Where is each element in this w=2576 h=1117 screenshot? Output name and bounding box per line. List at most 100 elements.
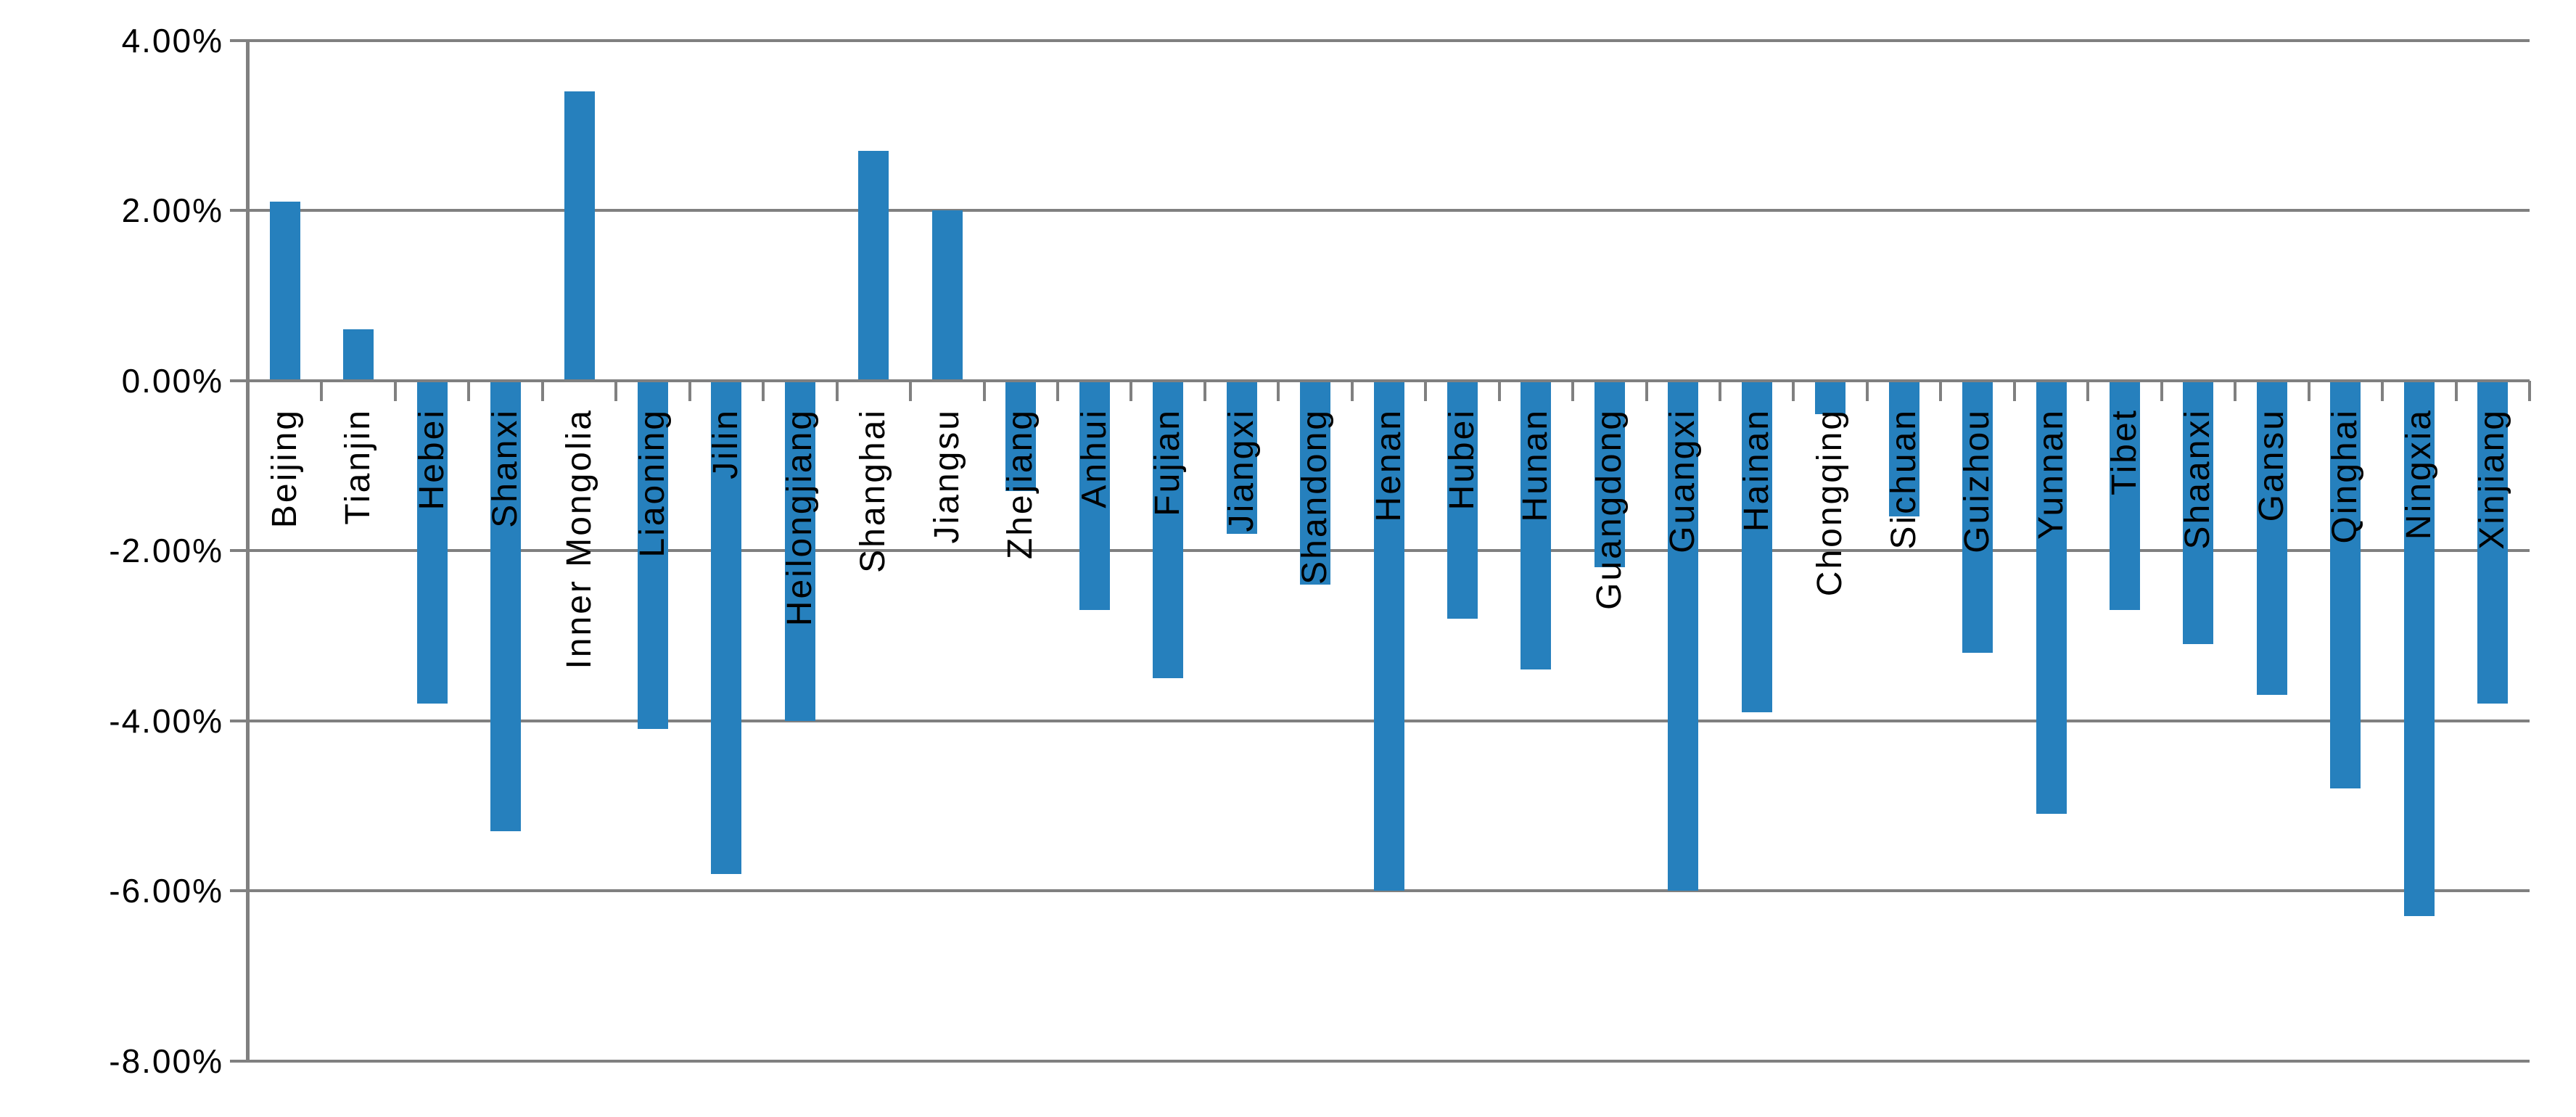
- gridline: [248, 209, 2530, 212]
- y-axis-label: -2.00%: [109, 532, 223, 569]
- bar-jilin: [711, 380, 742, 874]
- x-axis-label-sichuan: Sichuan: [1884, 408, 1923, 549]
- bar-zhejiang: [1005, 380, 1037, 491]
- y-axis-tick: [230, 38, 246, 42]
- x-axis-tick: [247, 380, 250, 401]
- bar-hebei: [416, 380, 448, 704]
- x-axis-label-shanghai: Shanghai: [854, 408, 893, 573]
- x-axis-label-shandong: Shandong: [1296, 408, 1335, 585]
- y-axis-tick: [230, 889, 246, 892]
- x-axis-label-jiangsu: Jiangsu: [927, 408, 966, 543]
- bar-shanghai: [858, 150, 889, 381]
- bar-shanxi: [490, 380, 522, 831]
- y-axis-tick: [230, 209, 246, 212]
- x-axis-label-qinghai: Qinghai: [2326, 408, 2365, 543]
- bar-shandong: [1300, 380, 1331, 585]
- x-axis-tick: [2234, 380, 2237, 401]
- x-axis-label-hebei: Hebei: [412, 408, 451, 510]
- y-axis-tick: [230, 1059, 246, 1063]
- x-axis-label-zhejiang: Zhejiang: [1001, 408, 1040, 559]
- bar-ningxia: [2403, 380, 2435, 917]
- x-axis-tick: [614, 380, 618, 401]
- bar-henan: [1373, 380, 1404, 891]
- x-axis-tick: [1719, 380, 1722, 401]
- bar-hainan: [1741, 380, 1772, 712]
- x-axis-tick: [1424, 380, 1428, 401]
- x-axis-tick: [2454, 380, 2458, 401]
- bar-yunnan: [2036, 380, 2067, 815]
- y-axis-label: -4.00%: [109, 701, 223, 740]
- x-axis-tick: [1055, 380, 1059, 401]
- bar-hunan: [1521, 380, 1552, 670]
- x-axis-label-jiangxi: Jiangxi: [1222, 408, 1261, 532]
- bar-sichuan: [1888, 380, 1919, 517]
- x-axis-label-inner-mongolia: Inner Mongolia: [559, 408, 598, 669]
- x-axis-label-liaoning: Liaoning: [633, 408, 672, 558]
- bar-inner-mongolia: [564, 91, 595, 381]
- bar-qinghai: [2330, 380, 2361, 789]
- y-axis-label: -6.00%: [109, 872, 223, 910]
- bar-tianjin: [343, 329, 374, 381]
- gridline: [248, 38, 2530, 42]
- x-axis-tick: [2160, 380, 2163, 401]
- x-axis-label-ningxia: Ningxia: [2399, 408, 2438, 540]
- bar-gansu: [2256, 380, 2287, 696]
- bar-heilongjiang: [784, 380, 815, 721]
- x-axis-label-hubei: Hubei: [1442, 408, 1481, 510]
- x-axis-tick: [1865, 380, 1869, 401]
- bar-guizhou: [1962, 380, 1993, 653]
- bar-liaoning: [637, 380, 668, 730]
- bar-chongqing: [1815, 380, 1846, 415]
- x-axis-tick: [982, 380, 986, 401]
- bar-xinjiang: [2477, 380, 2509, 704]
- x-axis-tick: [393, 380, 397, 401]
- x-axis-tick: [1645, 380, 1648, 401]
- x-axis-tick: [835, 380, 839, 401]
- x-axis-label-fujian: Fujian: [1148, 408, 1188, 516]
- bar-anhui: [1079, 380, 1110, 611]
- x-axis-label-guangxi: Guangxi: [1663, 408, 1703, 553]
- y-axis-tick: [230, 549, 246, 552]
- x-axis-tick: [2012, 380, 2016, 401]
- x-axis-label-shanxi: Shanxi: [486, 408, 525, 528]
- x-axis-label-chongqing: Chongqing: [1811, 408, 1850, 596]
- x-axis-tick: [540, 380, 544, 401]
- x-axis-tick: [1792, 380, 1795, 401]
- bar-fujian: [1153, 380, 1184, 678]
- x-axis-tick: [1939, 380, 1943, 401]
- x-axis-tick: [909, 380, 913, 401]
- x-axis-tick: [2086, 380, 2090, 401]
- x-axis-tick: [1350, 380, 1354, 401]
- x-axis-tick: [688, 380, 691, 401]
- bar-beijing: [269, 202, 300, 381]
- x-axis-label-jilin: Jilin: [707, 408, 746, 479]
- x-axis-tick: [2381, 380, 2384, 401]
- bar-hubei: [1447, 380, 1478, 619]
- x-axis-label-guangdong: Guangdong: [1589, 408, 1629, 610]
- x-axis-label-henan: Henan: [1369, 408, 1408, 522]
- y-axis-label: -8.00%: [109, 1042, 223, 1080]
- bar-guangdong: [1594, 380, 1625, 568]
- x-axis-tick: [762, 380, 765, 401]
- x-axis-label-gansu: Gansu: [2252, 408, 2291, 522]
- y-axis-label: 0.00%: [121, 361, 223, 400]
- x-axis-label-anhui: Anhui: [1074, 408, 1114, 508]
- y-axis-tick: [230, 719, 246, 722]
- y-axis-tick: [230, 379, 246, 382]
- x-axis-tick: [1571, 380, 1575, 401]
- bar-shaanxi: [2183, 380, 2214, 644]
- x-axis-label-hainan: Hainan: [1737, 408, 1776, 532]
- bar-jiangxi: [1226, 380, 1257, 534]
- x-axis-line: [248, 379, 2530, 382]
- x-axis-tick: [1203, 380, 1206, 401]
- y-axis-label: 2.00%: [121, 191, 223, 229]
- x-axis-tick: [467, 380, 471, 401]
- x-axis-tick: [320, 380, 324, 401]
- x-axis-tick: [1497, 380, 1501, 401]
- bar-tibet: [2110, 380, 2141, 611]
- x-axis-label-heilongjiang: Heilongjiang: [780, 408, 819, 626]
- x-axis-tick: [1277, 380, 1280, 401]
- bar-guangxi: [1668, 380, 1699, 891]
- y-axis-label: 4.00%: [121, 21, 223, 59]
